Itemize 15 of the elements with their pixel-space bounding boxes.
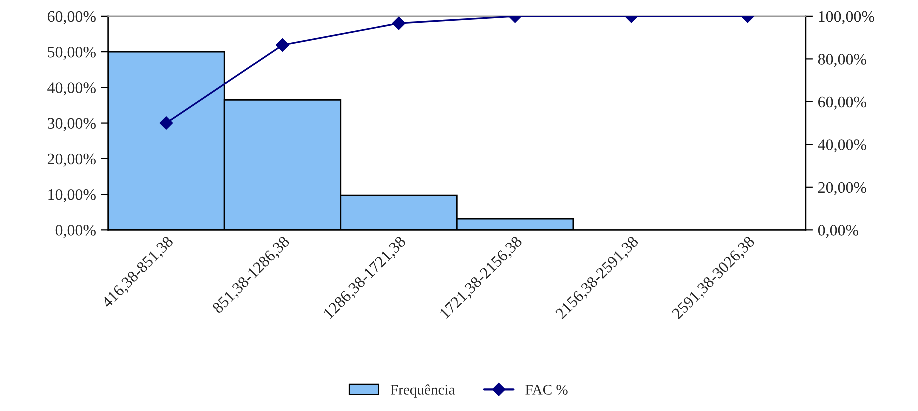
- y-tick-label: 0,00%: [56, 225, 96, 238]
- y2-tick-label: 40,00%: [818, 140, 867, 153]
- legend-label: FAC %: [526, 385, 568, 395]
- y-tick-label: 30,00%: [48, 118, 96, 132]
- y2-tick-label: 60,00%: [818, 96, 867, 110]
- y-tick-label: 60,00%: [48, 11, 96, 24]
- legend-label: Frequência: [390, 384, 456, 398]
- y2-tick-label: 20,00%: [818, 182, 867, 196]
- y-tick-label: 40,00%: [48, 82, 96, 96]
- y2-tick-label: 0,00%: [818, 225, 859, 238]
- y-tick-label: 20,00%: [48, 154, 96, 167]
- y-tick-label: 10,00%: [48, 189, 96, 203]
- y-tick-label: 50,00%: [48, 46, 96, 60]
- y2-tick-label: 80,00%: [818, 54, 867, 68]
- y2-tick-label: 100,00%: [819, 11, 874, 24]
